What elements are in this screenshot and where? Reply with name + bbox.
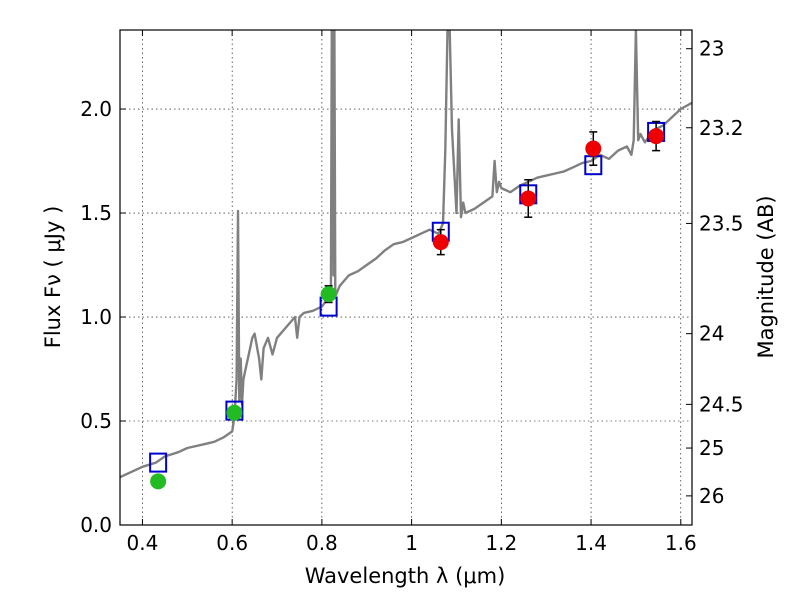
observed-point	[320, 286, 337, 303]
observed-point	[648, 128, 665, 145]
x-tick-label: 1	[405, 531, 418, 555]
y-right-tick-label: 26	[699, 484, 724, 508]
plot-area	[120, 30, 692, 490]
y-right-tick-label: 23	[699, 37, 724, 61]
x-tick-label: 1.6	[665, 531, 697, 555]
grid	[120, 30, 692, 526]
model-photometry-square	[149, 452, 168, 473]
x-tick-label: 0.8	[306, 531, 338, 555]
y-axis-right-label: Magnitude (AB)	[754, 195, 778, 358]
y-tick-label: 1.5	[80, 201, 112, 225]
observed-point	[150, 473, 167, 490]
spectrum-line	[120, 30, 692, 479]
y-axis-label: Flux Fν ( μJy )	[41, 206, 65, 349]
y-tick-label: 0.5	[80, 409, 112, 433]
observed-point	[226, 404, 243, 421]
y-right-tick-label: 24.5	[699, 392, 744, 416]
x-tick-label: 1.2	[485, 531, 517, 555]
x-tick-label: 0.4	[127, 531, 159, 555]
y-tick-label: 2.0	[80, 97, 112, 121]
x-tick-label: 0.6	[216, 531, 248, 555]
observed-point	[520, 190, 537, 207]
x-tick-label: 1.4	[575, 531, 607, 555]
y-right-tick-label: 24	[699, 322, 724, 346]
y-tick-label: 1.0	[80, 305, 112, 329]
observed-point	[585, 140, 602, 157]
plot-frame	[119, 29, 693, 526]
y-right-tick-label: 25	[699, 436, 724, 460]
y-right-tick-label: 23.2	[699, 116, 744, 140]
y-tick-label: 0.0	[80, 513, 112, 537]
ticks: 0.4 0.6 0.8 1 1.2 1.4 1.6 0.0 0.5 1.0 1.5 2.0 23 23.2…	[80, 30, 744, 555]
observed-point	[432, 234, 449, 251]
y-right-tick-label: 23.5	[699, 211, 744, 235]
x-axis-label: Wavelength λ (μm)	[305, 564, 506, 588]
